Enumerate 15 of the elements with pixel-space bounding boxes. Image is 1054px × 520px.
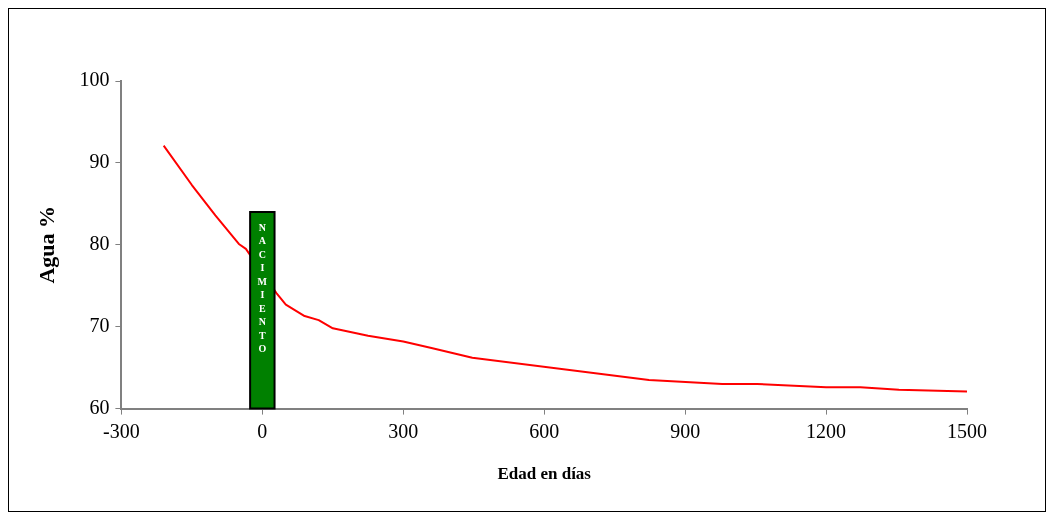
x-tick-label: 600 (529, 419, 560, 442)
x-axis-title: Edad en días (497, 464, 592, 484)
y-tick-label: 60 (89, 395, 110, 418)
x-tick-label: -300 (103, 419, 140, 442)
y-axis-title: Agua % (33, 205, 59, 284)
y-tick-label: 70 (89, 313, 110, 336)
x-tick-label: 1200 (806, 419, 847, 442)
y-tick-label: 100 (79, 68, 110, 91)
y-tick-label: 90 (89, 150, 110, 173)
x-tick-label: 300 (388, 419, 419, 442)
x-tick-label: 0 (257, 419, 268, 442)
y-tick-label: 80 (89, 232, 110, 255)
x-tick-label: 900 (670, 419, 701, 442)
text: NACIMIENTO (257, 221, 268, 355)
x-tick-label: 1500 (947, 419, 987, 442)
